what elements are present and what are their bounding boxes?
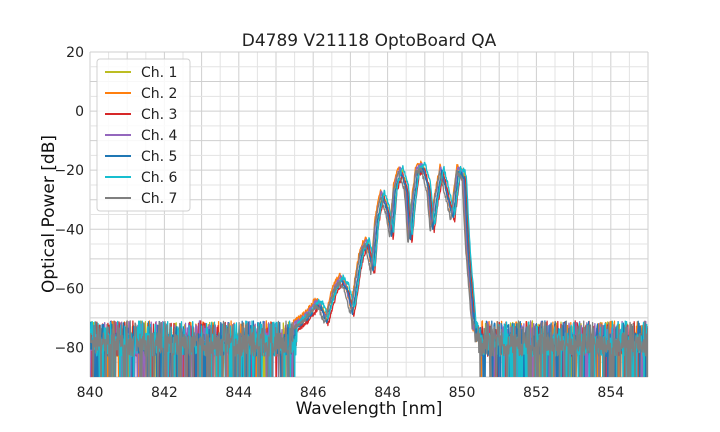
legend-box <box>96 58 191 212</box>
x-tick-label: 844 <box>225 385 252 401</box>
y-axis-label: Optical Power [dB] <box>39 135 59 293</box>
legend-entry: Ch. 7 <box>141 191 177 207</box>
x-tick-labels: 840 842 844 846 848 850 852 854 <box>77 385 625 401</box>
y-tick-label: −80 <box>54 340 84 356</box>
series-layer <box>90 160 648 377</box>
legend-entry: Ch. 4 <box>141 128 178 144</box>
legend-entry: Ch. 2 <box>141 86 177 102</box>
x-tick-label: 842 <box>151 385 178 401</box>
legend-entry: Ch. 1 <box>141 65 177 81</box>
x-tick-label: 840 <box>77 385 104 401</box>
x-tick-label: 846 <box>300 385 327 401</box>
y-tick-label: −40 <box>54 222 84 238</box>
x-axis-label: Wavelength [nm] <box>296 399 443 419</box>
legend: Ch. 1 Ch. 2 Ch. 3 Ch. 4 Ch. 5 Ch. 6 Ch. 7 <box>96 58 191 212</box>
legend-entry: Ch. 5 <box>141 149 177 165</box>
x-tick-label: 848 <box>374 385 401 401</box>
y-tick-label: −20 <box>54 163 84 179</box>
y-tick-label: 20 <box>66 45 84 61</box>
x-tick-label: 852 <box>523 385 550 401</box>
chart-title: D4789 V21118 OptoBoard QA <box>242 31 497 51</box>
x-tick-label: 850 <box>449 385 476 401</box>
y-tick-label: −60 <box>54 281 84 297</box>
legend-entry: Ch. 6 <box>141 170 178 186</box>
x-tick-label: 854 <box>597 385 624 401</box>
series-line-ch7 <box>90 167 648 377</box>
legend-entry: Ch. 3 <box>141 107 177 123</box>
y-tick-labels: −80 −60 −40 −20 0 20 <box>54 45 84 356</box>
y-tick-label: 0 <box>75 104 84 120</box>
